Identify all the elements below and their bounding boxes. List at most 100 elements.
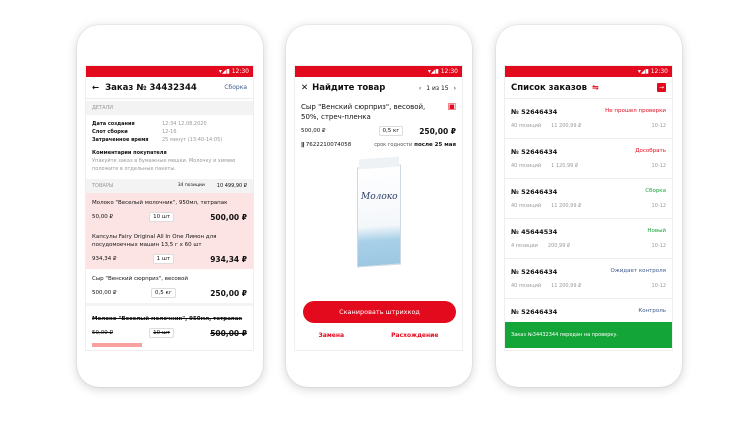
back-arrow-icon[interactable]: ← bbox=[92, 82, 100, 93]
order-row[interactable]: № 52646434 Сборка 40 позиций 11 200,99 ₽ 10-… bbox=[505, 179, 672, 219]
comment-text: Упакуйте заказ в бумажные мешки. Молочку… bbox=[92, 158, 236, 172]
close-icon[interactable]: ✕ bbox=[301, 83, 309, 93]
order-slot: 10-12 bbox=[651, 163, 666, 169]
item-name: Молоко "Веселый молочник", 950мл, тетрап… bbox=[92, 200, 228, 206]
order-positions: 4 позиции bbox=[511, 243, 538, 249]
detail-key: Затраченное время bbox=[92, 137, 149, 143]
goods-heading: ТОВАРЫ bbox=[92, 183, 114, 189]
order-sum: 11 200,99 ₽ bbox=[551, 203, 582, 209]
screen: ▾◢▮ 12:30 ✕ Найдите товар ‹ 1 из 15 › Сыр "В… bbox=[294, 65, 463, 351]
item-price: 50,00 ₽ bbox=[92, 330, 113, 336]
order-status: Ожидает контроля bbox=[610, 268, 666, 274]
status-label: Сборка bbox=[224, 84, 247, 91]
product-name: Сыр "Венский сюрприз", весовой, 50%, стр… bbox=[301, 103, 426, 121]
phone-find-product: ▾◢▮ 12:30 ✕ Найдите товар ‹ 1 из 15 › Сыр "В… bbox=[286, 25, 472, 387]
order-slot: 10-12 bbox=[651, 203, 666, 209]
page-title: Заказ № 34432344 bbox=[105, 82, 197, 93]
order-slot: 10-12 bbox=[651, 243, 666, 249]
list-item[interactable]: Молоко "Веселый молочник", 950мл, тетрап… bbox=[86, 306, 253, 343]
filter-icon[interactable]: ⇋ bbox=[592, 83, 599, 92]
item-price: 500,00 ₽ bbox=[92, 290, 117, 296]
package-text: Молоко bbox=[361, 192, 398, 202]
item-qty[interactable]: 1 шт bbox=[152, 254, 175, 264]
list-item[interactable]: Сыр "Венский сюрприз", весовой 500,00 ₽ 0,… bbox=[86, 269, 253, 306]
order-slot: 10-12 bbox=[651, 123, 666, 129]
expiry-value: после 25 мая bbox=[414, 142, 456, 148]
list-item[interactable]: Молоко "Веселый молочник", 950мл, тетрап… bbox=[86, 193, 253, 227]
item-sum: 500,00 ₽ bbox=[210, 328, 247, 338]
order-status: Не прошел проверки bbox=[605, 108, 666, 114]
barcode-icon: |||| bbox=[301, 142, 305, 148]
replace-link[interactable]: Замена bbox=[318, 332, 345, 339]
order-status: Дособрать bbox=[635, 148, 666, 154]
pager: 1 из 15 bbox=[426, 84, 449, 92]
item-sum: 934,34 ₽ bbox=[210, 254, 247, 264]
order-status: Контроль bbox=[638, 308, 666, 314]
screen: ▾◢▮ 12:30 ← Заказ № 34432344 Сборка ДЕТАЛИ… bbox=[85, 65, 254, 351]
detail-key: Дата создания bbox=[92, 121, 135, 127]
order-positions: 40 позиций bbox=[511, 283, 542, 289]
item-name: Молоко "Веселый молочник", 950мл, тетрап… bbox=[92, 316, 243, 322]
detail-value: 25 минут (13:40-14:05) bbox=[162, 137, 223, 143]
barcode: 7622210074058 bbox=[305, 142, 352, 148]
detail-value: 12-16 bbox=[162, 129, 177, 135]
item-name: Сыр "Венский сюрприз", весовой bbox=[92, 276, 188, 282]
order-number: № 52646434 bbox=[511, 108, 558, 116]
expiry-label: срок годности bbox=[374, 142, 413, 148]
item-qty[interactable]: 0,5 кг bbox=[151, 288, 176, 298]
item-price: 50,00 ₽ bbox=[92, 214, 113, 220]
status-bar: ▾◢▮ 12:30 bbox=[505, 66, 672, 77]
details-heading: ДЕТАЛИ bbox=[92, 105, 114, 111]
order-status: Новый bbox=[647, 228, 666, 234]
page-title: Список заказов bbox=[511, 82, 588, 93]
product-image: Молоко bbox=[353, 156, 407, 268]
status-time: 12:30 bbox=[650, 68, 668, 75]
product-price: 500,00 ₽ bbox=[301, 128, 326, 134]
discrepancy-link[interactable]: Расхождение bbox=[391, 332, 439, 339]
order-positions: 40 позиций bbox=[511, 123, 542, 129]
comment-title: Комментарии покупателя bbox=[92, 150, 167, 156]
order-positions: 40 позиций bbox=[511, 203, 542, 209]
next-icon[interactable]: › bbox=[453, 84, 456, 92]
order-number: № 52646434 bbox=[511, 148, 558, 156]
progress-bar bbox=[92, 343, 142, 347]
order-sum: 11 200,99 ₽ bbox=[551, 283, 582, 289]
item-qty[interactable]: 10 шт bbox=[149, 212, 175, 222]
item-price: 934,34 ₽ bbox=[92, 256, 117, 262]
toast-message: Заказ №34432344 передан на проверку. bbox=[505, 322, 672, 348]
item-sum: 250,00 ₽ bbox=[210, 288, 247, 298]
phone-order-details: ▾◢▮ 12:30 ← Заказ № 34432344 Сборка ДЕТАЛИ… bbox=[77, 25, 263, 387]
order-number: № 52646434 bbox=[511, 188, 558, 196]
order-number: № 45644534 bbox=[511, 228, 558, 236]
order-sum: 200,99 ₽ bbox=[547, 243, 571, 249]
phone-order-list: ▾◢▮ 12:30 Список заказов ⇋ → № 52646434 Не … bbox=[496, 25, 682, 387]
order-row[interactable]: № 52646434 Не прошел проверки 40 позиций 11… bbox=[505, 99, 672, 139]
detail-key: Слот сборки bbox=[92, 129, 128, 135]
order-sum: 11 200,99 ₽ bbox=[551, 123, 582, 129]
status-bar: ▾◢▮ 12:30 bbox=[86, 66, 253, 77]
image-icon[interactable]: ▣ bbox=[447, 102, 456, 112]
order-row[interactable]: № 52646434 Ожидает контроля 40 позиций 11 2… bbox=[505, 259, 672, 299]
prev-icon[interactable]: ‹ bbox=[418, 84, 422, 92]
order-row[interactable]: № 45644534 Новый 4 позиции 200,99 ₽ 10-12 bbox=[505, 219, 672, 259]
order-row[interactable]: № 52646434 Дособрать 40 позиций 1 120,99 ₽ 1… bbox=[505, 139, 672, 179]
goods-count: 34 позиции bbox=[177, 183, 205, 188]
status-time: 12:30 bbox=[440, 68, 458, 75]
item-name: Капсулы Fairy Original All In One Лимон … bbox=[92, 234, 217, 248]
goods-total: 10 499,90 ₽ bbox=[216, 183, 247, 189]
order-positions: 40 позиций bbox=[511, 163, 542, 169]
order-slot: 10-12 bbox=[651, 283, 666, 289]
status-time: 12:30 bbox=[231, 68, 249, 75]
scan-barcode-button[interactable]: Сканировать штрихкод bbox=[303, 301, 456, 323]
detail-value: 12:34 12.08.2020 bbox=[162, 121, 207, 127]
page-title: Найдите товар bbox=[312, 83, 386, 93]
status-bar: ▾◢▮ 12:30 bbox=[295, 66, 462, 77]
product-qty[interactable]: 0,5 кг bbox=[378, 126, 404, 136]
item-qty[interactable]: 10 шт bbox=[149, 328, 175, 338]
order-sum: 1 120,99 ₽ bbox=[551, 163, 579, 169]
logout-icon[interactable]: → bbox=[657, 83, 666, 92]
item-sum: 500,00 ₽ bbox=[210, 212, 247, 222]
list-item[interactable]: Капсулы Fairy Original All In One Лимон … bbox=[86, 227, 253, 269]
screen: ▾◢▮ 12:30 Список заказов ⇋ → № 52646434 Не … bbox=[504, 65, 673, 351]
order-status: Сборка bbox=[645, 188, 666, 194]
